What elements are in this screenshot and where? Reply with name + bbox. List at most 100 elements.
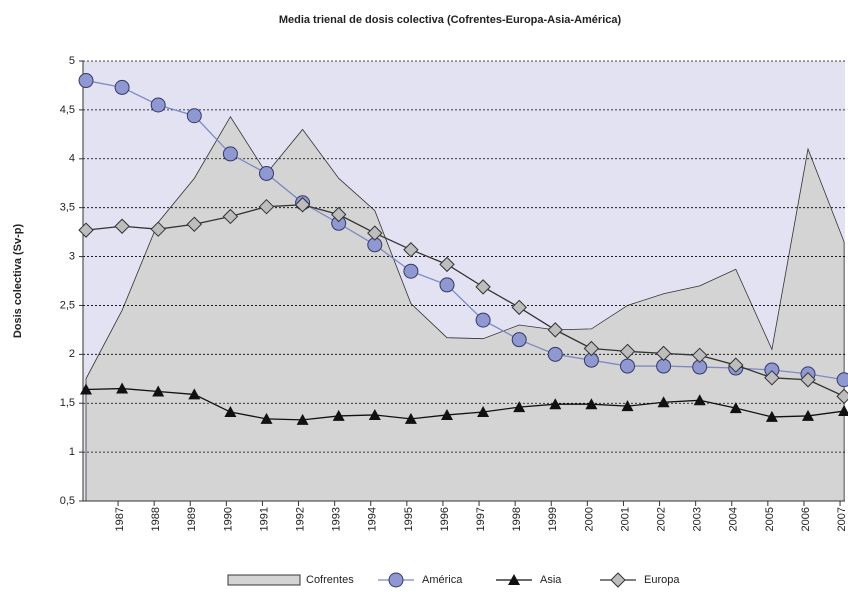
marker	[368, 408, 381, 420]
marker	[657, 396, 670, 408]
x-tick-label: 2004	[728, 507, 740, 531]
marker	[294, 197, 311, 213]
marker	[114, 79, 130, 95]
x-tick-label: 1998	[511, 507, 523, 531]
marker	[114, 218, 130, 234]
y-tick-label: 2	[69, 348, 75, 360]
marker	[477, 406, 490, 418]
marker	[619, 343, 636, 360]
marker	[332, 409, 345, 421]
marker	[222, 208, 239, 225]
marker	[693, 394, 706, 406]
marker	[152, 385, 165, 397]
y-tick-label: 4,5	[60, 104, 75, 116]
x-tick-label: 2006	[800, 507, 812, 531]
marker	[186, 216, 203, 232]
marker	[836, 372, 848, 388]
y-tick-label: 5	[69, 55, 75, 67]
marker	[620, 358, 635, 374]
x-tick-label: 1997	[475, 507, 487, 531]
marker	[511, 299, 527, 316]
marker	[78, 222, 94, 238]
marker	[583, 340, 600, 357]
marker	[549, 398, 562, 410]
line	[85, 387, 845, 421]
x-tick-label: 1999	[547, 507, 559, 531]
marker	[441, 408, 453, 420]
chart-title: Media trienal de dosis colectiva (Cofren…	[279, 14, 622, 26]
y-tick-label: 3,5	[60, 202, 75, 214]
marker	[150, 97, 166, 113]
marker	[404, 412, 417, 424]
x-tick-label: 1991	[258, 507, 270, 531]
marker	[222, 146, 238, 162]
y-tick-label: 1,5	[60, 397, 75, 409]
x-tick-label: 1990	[222, 507, 234, 531]
marker	[621, 400, 634, 412]
marker	[150, 221, 166, 237]
marker	[836, 388, 848, 405]
x-tick-label: 2003	[692, 507, 704, 531]
marker	[260, 412, 273, 424]
marker	[296, 413, 309, 425]
marker	[258, 198, 275, 215]
x-tick-label: 1996	[439, 507, 451, 531]
marker	[656, 358, 672, 374]
x-tick-label: 2007	[836, 507, 848, 531]
legend-label: Cofrentes	[306, 574, 354, 586]
x-tick-label: 2002	[656, 507, 668, 531]
line	[85, 204, 845, 397]
x-tick-label: 1993	[331, 507, 343, 531]
y-tick-label: 2,5	[60, 299, 75, 311]
x-tick-label: 1989	[186, 507, 198, 531]
marker	[728, 357, 744, 373]
line	[85, 79, 845, 381]
x-tick-label: 1995	[403, 507, 415, 531]
marker	[547, 322, 564, 338]
legend-label: América	[422, 574, 463, 586]
area	[85, 115, 845, 502]
legend-marker	[508, 574, 520, 585]
x-tick-label: 1987	[114, 507, 126, 531]
marker	[802, 409, 814, 421]
legend-swatch	[227, 574, 301, 586]
x-tick-label: 1994	[367, 507, 379, 531]
marker	[475, 279, 491, 295]
x-tick-label: 2005	[764, 507, 776, 531]
legend-label: Europa	[644, 574, 680, 586]
x-tick-label: 1988	[150, 507, 162, 531]
marker	[403, 242, 419, 258]
marker	[330, 206, 347, 223]
x-tick-label: 2001	[619, 507, 631, 531]
x-tick-label: 2000	[583, 507, 595, 531]
marker	[186, 108, 202, 124]
legend-marker	[388, 572, 404, 588]
marker	[800, 372, 816, 388]
marker	[765, 410, 778, 422]
y-tick-label: 4	[69, 153, 75, 165]
marker	[513, 401, 526, 413]
marker	[691, 347, 708, 364]
marker	[511, 332, 527, 348]
x-tick-label: 1992	[295, 507, 307, 531]
marker	[838, 405, 848, 417]
y-tick-label: 3	[69, 250, 75, 262]
marker	[403, 263, 419, 279]
y-axis-label: Dosis colectiva (Sv-p)	[12, 224, 24, 339]
marker	[367, 225, 383, 241]
marker	[764, 370, 780, 386]
y-tick-label: 1	[69, 446, 75, 458]
marker	[188, 388, 201, 400]
marker	[475, 312, 491, 328]
marker	[224, 406, 237, 418]
marker	[547, 346, 563, 362]
marker	[78, 73, 94, 89]
legend-marker	[610, 572, 626, 588]
marker	[116, 382, 129, 394]
marker	[80, 383, 92, 395]
marker	[259, 165, 274, 181]
y-tick-label: 0,5	[60, 495, 75, 507]
marker	[655, 345, 672, 362]
marker	[729, 402, 742, 414]
